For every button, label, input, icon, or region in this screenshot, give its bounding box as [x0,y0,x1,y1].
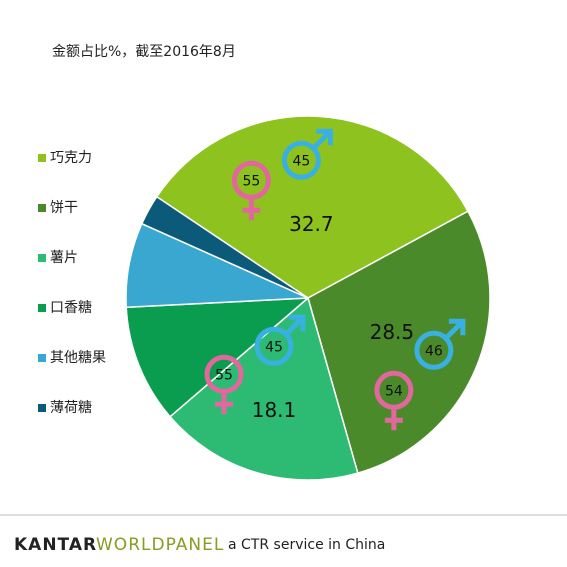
female-ring [374,370,414,410]
legend-label: 巧克力 [50,150,92,166]
female-ring [231,160,271,200]
male-ring [281,140,321,180]
female-ring [204,354,244,394]
value-label: 28.5 [370,320,415,344]
male-ring [254,326,294,366]
legend-swatch [38,304,46,312]
legend-label: 薯片 [50,250,78,266]
legend-swatch [38,254,46,262]
footer-brand: KANTAR [14,535,97,555]
footer-brand2: WORLDPANEL [96,535,224,555]
male-share: 45 [292,153,310,169]
legend-label: 饼干 [50,200,78,216]
legend-label: 薄荷糖 [50,400,92,416]
pie-slice [155,115,469,299]
male-arrow [311,128,333,151]
male-share: 45 [265,339,283,355]
female-cross [242,199,261,221]
legend-swatch [38,204,46,212]
legend-swatch [38,354,46,362]
male-ring [414,330,454,370]
value-label: 18.1 [252,398,297,422]
chart-title: 金额占比%，截至2016年8月 [52,44,236,60]
female-share: 55 [215,367,233,383]
male-arrow [444,318,466,341]
female-cross [384,409,403,431]
female-share: 54 [385,383,403,399]
legend-swatch [38,154,46,162]
footer-tagline: a CTR service in China [228,537,385,553]
pie-slice [140,195,309,299]
female-share: 55 [242,173,260,189]
female-cross [215,393,234,415]
male-arrow [284,314,306,337]
legend-label: 其他糖果 [50,350,106,366]
male-share: 46 [425,343,443,359]
value-label: 32.7 [289,212,334,236]
pie-slice [169,296,359,481]
pie-slice [307,210,491,474]
legend-label: 口香糖 [50,300,92,316]
legend-swatch [38,404,46,412]
